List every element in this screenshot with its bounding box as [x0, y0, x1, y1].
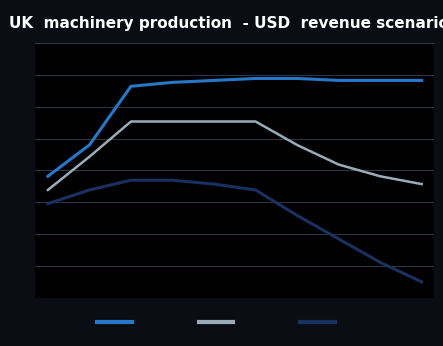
Text: UK  machinery production  - USD  revenue scenarios: UK machinery production - USD revenue sc…: [9, 16, 443, 30]
Legend: , , : , ,: [92, 311, 351, 336]
